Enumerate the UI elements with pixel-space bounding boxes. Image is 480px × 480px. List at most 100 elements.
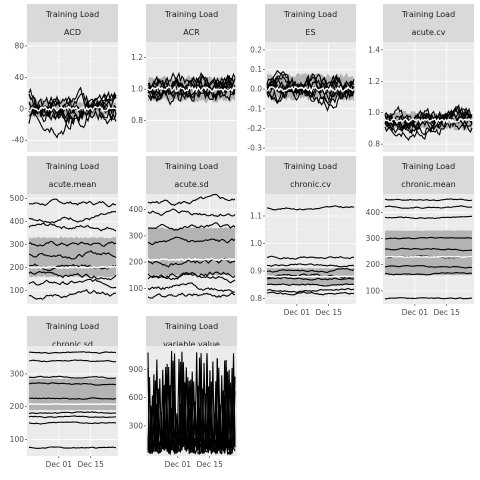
y-tick-label: 400 — [10, 217, 25, 226]
y-tick-label: 900 — [129, 365, 144, 374]
y-tick-label: 0.8 — [368, 140, 380, 149]
series-line — [28, 263, 117, 272]
facet-acute-cv: Training Load acute.cv 0.8 1.0 1.2 1.4 — [368, 4, 474, 152]
median-line — [266, 85, 355, 93]
strip-label-top: Training Load — [164, 10, 218, 19]
median-line — [28, 265, 117, 270]
y-tick-label: 300 — [129, 231, 144, 240]
series-line — [266, 205, 355, 211]
series-line — [28, 359, 117, 363]
y-tick-label: 200 — [129, 258, 144, 267]
y-tick-label: 600 — [129, 393, 144, 402]
facet-chronic-mean: Training Load chronic.mean 100 200 300 400 Dec… — [366, 156, 474, 317]
y-tick-label: 1.1 — [250, 212, 262, 221]
strip-label-bottom: chronic.sd — [52, 340, 93, 349]
series-line — [266, 73, 355, 109]
y-tick-label: 200 — [10, 263, 25, 272]
series-line — [28, 375, 117, 379]
y-tick-label: 200 — [366, 260, 381, 269]
facet-ACD: Training Load ACD -40 0 40 80 — [12, 4, 118, 152]
y-tick-label: 0.1 — [250, 65, 262, 74]
series-line — [28, 397, 117, 400]
strip-label-bottom: ACD — [64, 28, 81, 37]
interquartile-band — [148, 227, 235, 277]
y-tick-label: 1.4 — [368, 45, 380, 54]
y-tick-label: 0.2 — [250, 45, 262, 54]
series-line — [384, 198, 473, 202]
series-line — [384, 215, 473, 220]
facet-strip — [146, 4, 237, 42]
facet-strip — [265, 156, 356, 194]
x-tick-label: Dec 15 — [315, 308, 342, 317]
series-line — [147, 350, 236, 456]
y-tick-label: 300 — [10, 369, 25, 378]
facet-acute-mean: Training Load acute.mean 100 200 300 400 500 — [10, 156, 118, 304]
interquartile-band — [385, 230, 472, 276]
strip-label-bottom: acute.cv — [411, 28, 445, 37]
series-line — [384, 110, 473, 135]
facet-strip — [383, 4, 474, 42]
y-tick-label: 1.0 — [250, 239, 262, 248]
series-line — [147, 292, 236, 299]
series-line — [266, 291, 355, 296]
y-tick-label: 1.0 — [368, 108, 380, 117]
x-tick-label: Dec 01 — [402, 308, 429, 317]
interquartile-band — [29, 378, 116, 411]
series-line — [28, 198, 117, 208]
strip-label-top: Training Load — [283, 162, 337, 171]
series-line — [28, 86, 117, 123]
median-line — [384, 117, 473, 125]
facet-variable-value: Training Load variable.value 300 600 900 Dec … — [129, 316, 237, 469]
strip-label-top: Training Load — [283, 10, 337, 19]
series-line — [147, 351, 236, 455]
median-line — [266, 275, 355, 278]
series-line — [384, 105, 473, 129]
y-tick-label: 80 — [14, 41, 24, 50]
median-line — [147, 257, 236, 262]
strip-label-bottom: ACR — [183, 28, 200, 37]
facet-strip — [146, 156, 237, 194]
series-line — [147, 193, 236, 207]
facet-strip — [27, 4, 118, 42]
y-tick-label: -0.3 — [247, 144, 262, 153]
series-line — [384, 114, 473, 136]
series-line — [266, 267, 355, 274]
y-tick-label: 40 — [14, 73, 24, 82]
series-line — [28, 270, 117, 281]
y-tick-label: 0.8 — [131, 116, 143, 125]
series-line — [147, 257, 236, 268]
y-tick-label: 1.2 — [131, 53, 143, 62]
facet-chronic-sd: Training Load chronic.sd 100 200 300 Dec 01 De… — [10, 316, 118, 469]
series-line — [147, 222, 236, 231]
series-line — [28, 382, 117, 386]
y-tick-label: 400 — [366, 208, 381, 217]
series-line — [28, 415, 117, 419]
series-line — [384, 271, 473, 276]
x-tick-label: Dec 15 — [77, 460, 104, 469]
y-tick-label: 100 — [129, 284, 144, 293]
series-line — [384, 236, 473, 240]
y-tick-label: 100 — [10, 286, 25, 295]
series-line — [147, 80, 236, 102]
series-line — [266, 255, 355, 260]
series-line — [28, 90, 117, 139]
strip-label-top: Training Load — [164, 162, 218, 171]
series-line — [28, 278, 117, 289]
y-tick-label: 0.9 — [250, 267, 262, 276]
y-tick-label: 300 — [10, 240, 25, 249]
y-tick-label: 400 — [129, 205, 144, 214]
series-line — [28, 288, 117, 300]
facet-strip — [383, 156, 474, 194]
panel-background — [265, 194, 356, 304]
y-tick-label: 500 — [10, 194, 25, 203]
y-tick-label: 100 — [366, 286, 381, 295]
strip-label-top: Training Load — [401, 10, 455, 19]
series-line — [28, 94, 117, 120]
y-tick-label: 100 — [10, 435, 25, 444]
series-line — [384, 264, 473, 269]
y-tick-label: 1.2 — [368, 77, 380, 86]
series-line — [147, 272, 236, 284]
strip-label-bottom: chronic.cv — [290, 180, 331, 189]
facet-strip — [27, 156, 118, 194]
